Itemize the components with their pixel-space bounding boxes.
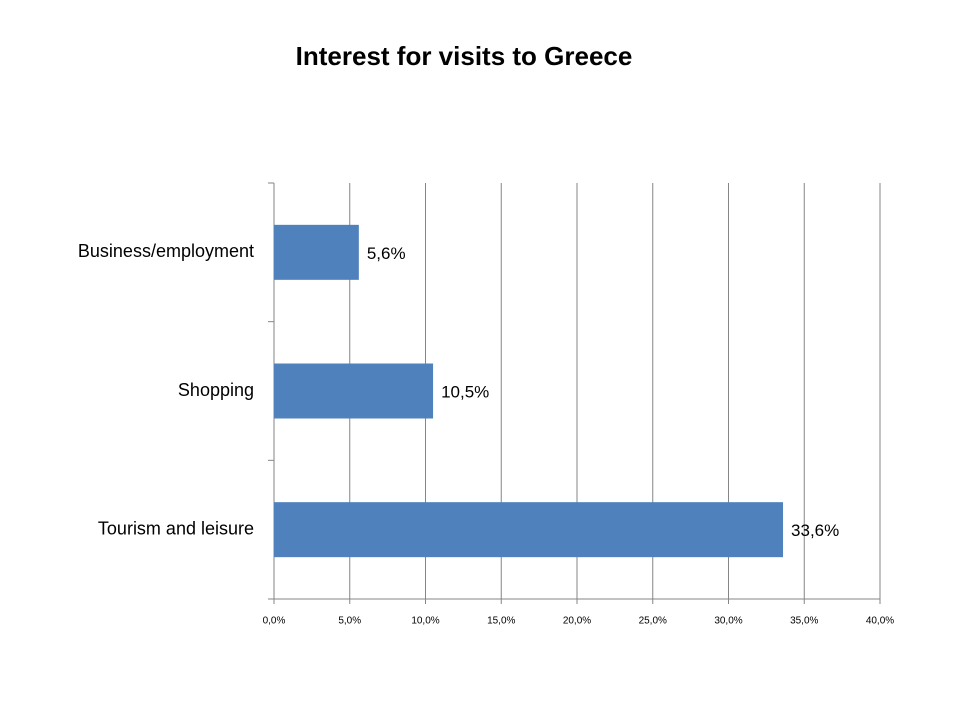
x-tick-label: 15,0% [487, 616, 515, 627]
value-label: 10,5% [441, 382, 489, 401]
value-label: 33,6% [791, 521, 839, 540]
y-tick-label: Business/employment [78, 241, 254, 261]
x-tick-label: 40,0% [866, 616, 894, 627]
x-tick-label: 5,0% [338, 616, 361, 627]
y-tick-label: Tourism and leisure [98, 518, 254, 538]
bar [274, 224, 359, 280]
x-tick-label: 35,0% [790, 616, 818, 627]
bar [274, 502, 784, 558]
x-tick-label: 10,0% [411, 616, 439, 627]
x-tick-label: 30,0% [714, 616, 742, 627]
value-label: 5,6% [367, 244, 406, 263]
bar [274, 363, 434, 419]
x-tick-label: 25,0% [639, 616, 667, 627]
x-tick-label: 0,0% [263, 616, 286, 627]
chart-title: Interest for visits to Greece [296, 41, 633, 71]
y-tick-label: Shopping [178, 380, 254, 400]
x-tick-label: 20,0% [563, 616, 591, 627]
